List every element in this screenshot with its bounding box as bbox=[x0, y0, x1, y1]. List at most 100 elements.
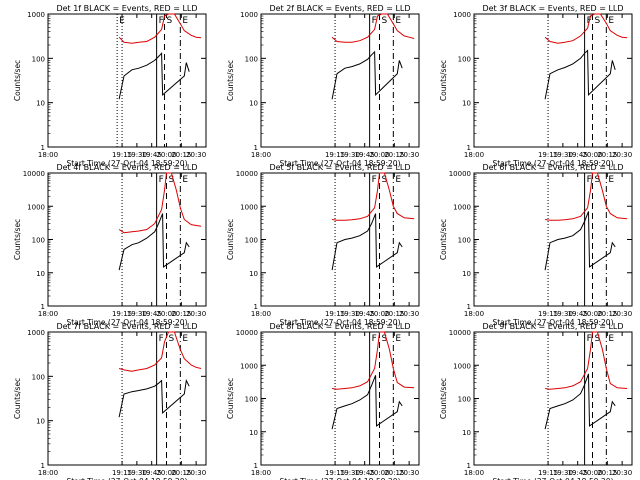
y-tick-label: 10 bbox=[36, 270, 45, 278]
x-tick-label: 19:45 bbox=[142, 469, 162, 477]
y-axis-label: Counts/sec bbox=[439, 378, 448, 419]
x-tick-label: 18:00 bbox=[38, 469, 58, 477]
x-tick-label: 20:15 bbox=[171, 310, 191, 318]
y-tick-label: 1000 bbox=[240, 362, 258, 370]
x-tick-label: 19:30 bbox=[553, 151, 573, 159]
x-tick-label: 19:15 bbox=[112, 469, 132, 477]
plot-frame bbox=[473, 13, 633, 148]
y-tick-label: 1000 bbox=[240, 203, 258, 211]
y-tick-label: 1000 bbox=[27, 11, 45, 19]
x-tick-label: 19:30 bbox=[127, 151, 147, 159]
x-tick-label: 20:15 bbox=[384, 151, 404, 159]
y-tick-label: 100 bbox=[458, 396, 471, 404]
plot-frame bbox=[260, 13, 420, 148]
x-tick-label: 19:15 bbox=[538, 310, 558, 318]
x-axis-label: Start Time (27-Oct-04 18:59:20) bbox=[492, 477, 613, 480]
x-tick-label: 18:00 bbox=[38, 151, 58, 159]
x-tick-label: 19:15 bbox=[538, 151, 558, 159]
y-tick-label: 100 bbox=[458, 237, 471, 245]
y-tick-label: 10000 bbox=[23, 170, 45, 178]
marker-label: F bbox=[587, 175, 592, 185]
plot-frame bbox=[47, 13, 207, 148]
x-tick-label: 20:30 bbox=[186, 310, 206, 318]
marker-label: F bbox=[159, 175, 164, 185]
x-axis-label: Start Time (27-Oct-04 18:59:20) bbox=[492, 159, 613, 168]
marker-label: E bbox=[608, 175, 614, 185]
marker-label: E bbox=[119, 16, 125, 26]
panel-title: Det 2f BLACK = Events, RED = LLD bbox=[269, 4, 410, 13]
marker-label: E bbox=[395, 334, 401, 344]
marker-label: E bbox=[182, 175, 188, 185]
marker-label: S bbox=[595, 175, 601, 185]
y-tick-label: 10 bbox=[462, 100, 471, 108]
y-tick-label: 1000 bbox=[453, 11, 471, 19]
x-tick-label: 20:00 bbox=[156, 469, 176, 477]
y-tick-label: 10 bbox=[36, 418, 45, 426]
x-tick-label: 20:15 bbox=[597, 151, 617, 159]
series-events-line bbox=[118, 52, 190, 100]
y-tick-label: 10 bbox=[462, 429, 471, 437]
x-tick-label: 20:30 bbox=[399, 310, 419, 318]
marker-label: E bbox=[182, 334, 188, 344]
x-tick-label: 19:45 bbox=[355, 310, 375, 318]
x-tick-label: 19:45 bbox=[568, 151, 588, 159]
x-tick-label: 20:15 bbox=[597, 469, 617, 477]
marker-label: S bbox=[167, 16, 173, 26]
y-tick-label: 10 bbox=[249, 270, 258, 278]
x-tick-label: 20:00 bbox=[156, 310, 176, 318]
marker-label: E bbox=[182, 16, 188, 26]
series-lld-line bbox=[332, 172, 415, 221]
x-tick-label: 19:45 bbox=[568, 469, 588, 477]
marker-label: F bbox=[159, 334, 164, 344]
series-lld-line bbox=[332, 331, 415, 390]
panel-3: Det 3f BLACK = Events, RED = LLD 1 10 100 10… bbox=[439, 4, 633, 168]
y-tick-label: 1 bbox=[41, 462, 45, 470]
plot-frame bbox=[473, 331, 633, 466]
x-tick-label: 18:00 bbox=[464, 310, 484, 318]
marker-label: F bbox=[372, 175, 377, 185]
y-tick-label: 10 bbox=[36, 100, 45, 108]
marker-label: F bbox=[159, 16, 164, 26]
marker-label: E bbox=[608, 16, 614, 26]
panel-title: Det 5f BLACK = Events, RED = LLD bbox=[269, 163, 410, 172]
x-tick-label: 20:00 bbox=[156, 151, 176, 159]
y-axis-label: Counts/sec bbox=[13, 378, 22, 419]
series-lld-line bbox=[544, 13, 628, 44]
y-tick-label: 1 bbox=[467, 462, 471, 470]
series-events-line bbox=[544, 373, 616, 430]
y-tick-label: 100 bbox=[458, 55, 471, 63]
x-tick-label: 20:30 bbox=[612, 469, 632, 477]
marker-label: E bbox=[395, 175, 401, 185]
panel-1: Det 1f BLACK = Events, RED = LLD 1 10 100 10… bbox=[13, 4, 207, 168]
series-lld-line bbox=[331, 13, 415, 43]
marker-label: S bbox=[382, 16, 388, 26]
y-axis-label: Counts/sec bbox=[226, 219, 235, 260]
panel-title: Det 7f BLACK = Events, RED = LLD bbox=[56, 322, 197, 331]
y-axis-label: Counts/sec bbox=[13, 219, 22, 260]
x-tick-label: 20:30 bbox=[612, 310, 632, 318]
y-tick-label: 10 bbox=[462, 270, 471, 278]
x-tick-label: 19:15 bbox=[538, 469, 558, 477]
series-events-line bbox=[118, 213, 190, 271]
x-axis-label: Start Time (27-Oct-04 18:59:20) bbox=[279, 159, 400, 168]
x-tick-label: 19:15 bbox=[325, 151, 345, 159]
y-axis-label: Counts/sec bbox=[439, 60, 448, 101]
x-tick-label: 18:00 bbox=[38, 310, 58, 318]
x-tick-label: 20:00 bbox=[369, 151, 389, 159]
x-tick-label: 20:00 bbox=[582, 151, 602, 159]
y-tick-label: 1000 bbox=[453, 362, 471, 370]
x-axis-label: Start Time (27-Oct-04 18:59:20) bbox=[66, 159, 187, 168]
y-tick-label: 1 bbox=[41, 303, 45, 311]
series-events-line bbox=[331, 50, 403, 100]
panel-8: Det 8f BLACK = Events, RED = LLD 1 10 100 10… bbox=[226, 322, 420, 480]
y-tick-label: 1 bbox=[254, 462, 258, 470]
panel-title: Det 8f BLACK = Events, RED = LLD bbox=[269, 322, 410, 331]
x-tick-label: 19:45 bbox=[355, 469, 375, 477]
x-tick-label: 19:30 bbox=[127, 469, 147, 477]
y-tick-label: 10000 bbox=[449, 170, 471, 178]
y-tick-label: 1000 bbox=[27, 329, 45, 337]
x-axis-label: Start Time (27-Oct-04 18:59:20) bbox=[279, 318, 400, 327]
panel-9: Det 9f BLACK = Events, RED = LLD 1 10 100 10… bbox=[439, 322, 633, 480]
series-lld-line bbox=[118, 331, 202, 372]
